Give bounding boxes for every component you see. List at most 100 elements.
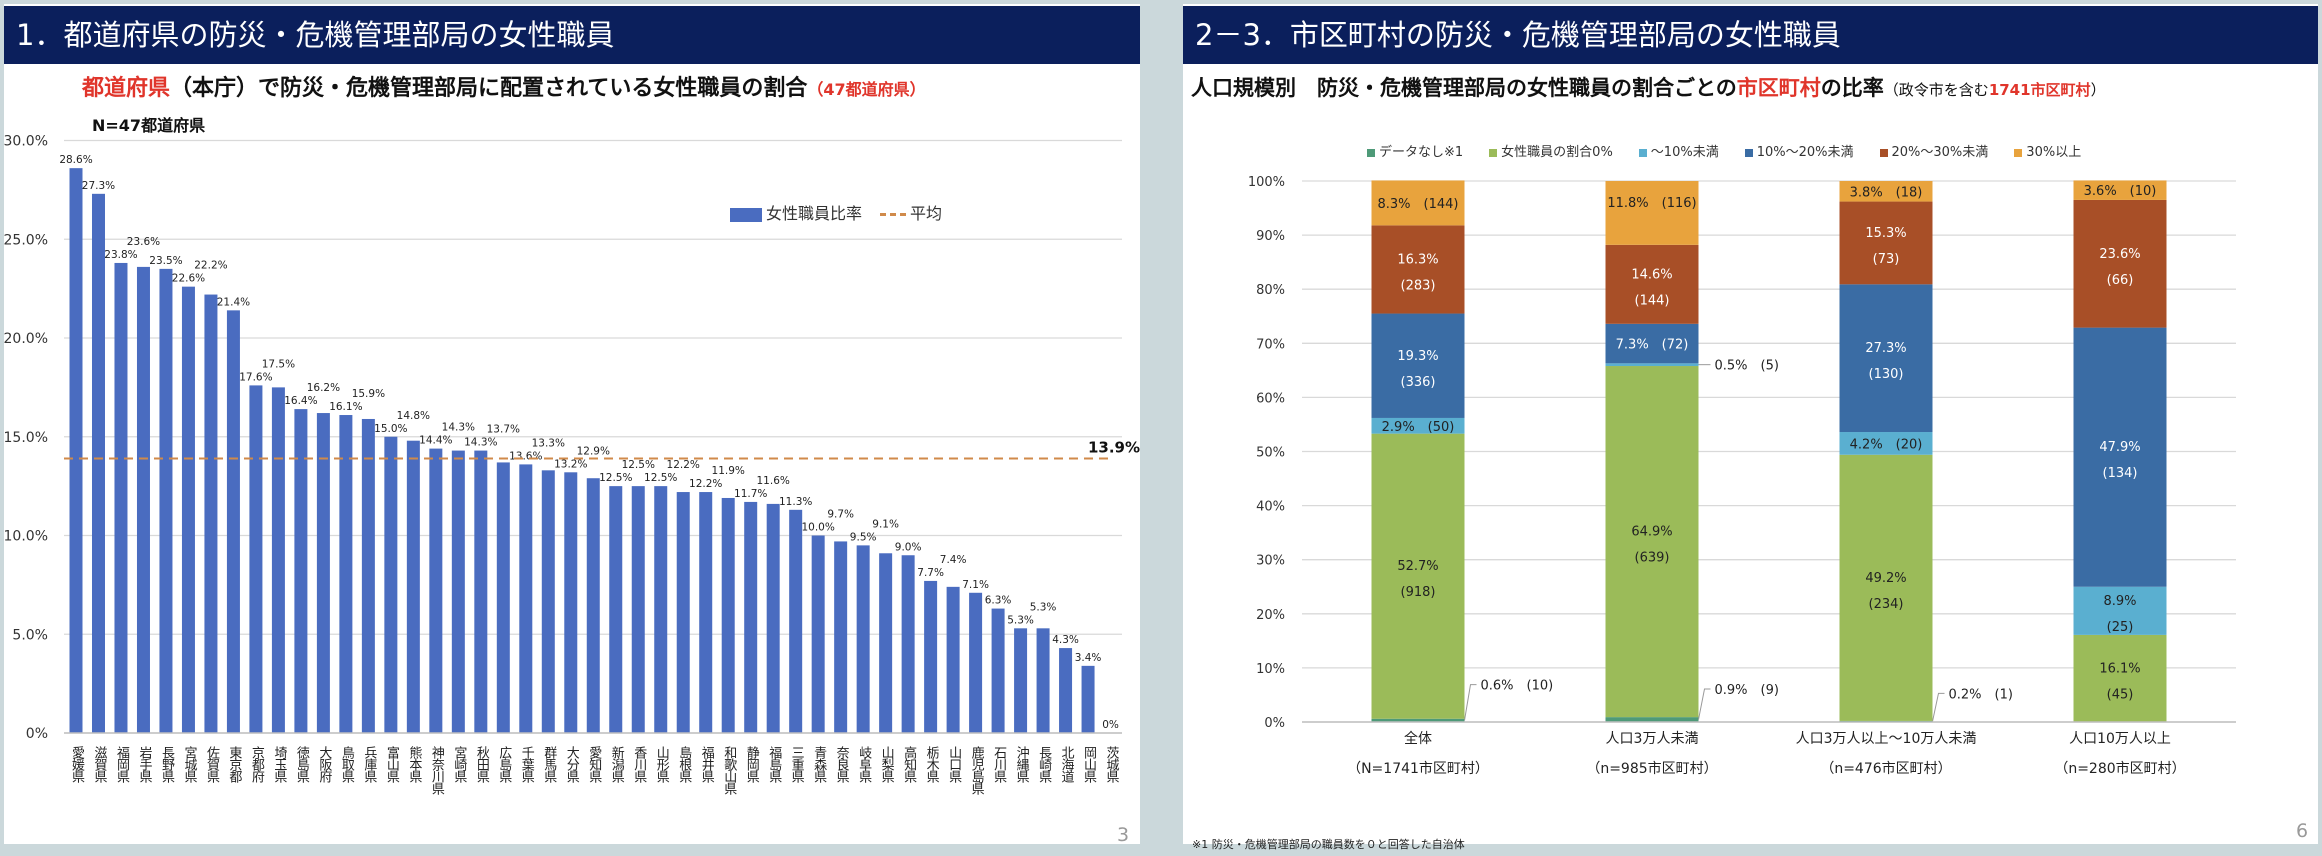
bar (1059, 648, 1073, 733)
x-tick-label: 鹿児島県 (968, 746, 984, 794)
segment-label: 11.8% (116) (1607, 196, 1696, 211)
x-tick-label: 広島県 (496, 746, 512, 782)
x-tick-label: 佐賀県 (203, 746, 219, 782)
bar (1081, 665, 1095, 733)
x-tick-label: 石川県 (991, 746, 1007, 782)
x-tick-label: 秋田県 (473, 746, 489, 782)
footnote: ※1 防災・危機管理部局の職員数を０と回答した自治体 (1192, 838, 1465, 851)
bar (136, 266, 150, 733)
x-tick-label: 熊本県 (406, 746, 422, 782)
x-tick-label: 徳島県 (293, 746, 309, 782)
x-tick-label: 岩手県 (136, 746, 152, 782)
category-sample-size: （n=476市区町村） (1820, 761, 1952, 777)
x-tick-label: 大阪府 (316, 746, 332, 782)
legend-item-bar: 女性職員比率 (730, 200, 862, 224)
bar (384, 436, 398, 733)
bar (451, 450, 465, 733)
category-label: 人口3万人以上～10万人未満 (1795, 731, 1977, 747)
legend-swatch (1879, 148, 1888, 157)
x-tick-label: 福井県 (698, 746, 714, 782)
bar (721, 497, 735, 733)
bar (519, 464, 533, 733)
y-tick-label: 10% (1256, 662, 1285, 677)
bar-value-label: 0% (1102, 719, 1119, 731)
segment-percent: 19.3% (1397, 349, 1438, 364)
bar-segment (1605, 181, 1699, 245)
segment-percent: 49.2% (1865, 571, 1906, 586)
segment-percent: 52.7% (1397, 559, 1438, 574)
bar-value-label: 21.4% (217, 296, 250, 308)
x-tick-label: 長崎県 (1036, 746, 1052, 782)
bar-segment (1371, 433, 1465, 719)
bar (249, 385, 263, 733)
bar-segment (1371, 180, 1465, 226)
bar-value-label: 7.7% (917, 567, 944, 579)
x-tick-label: 茨城県 (1103, 746, 1119, 782)
bar (811, 535, 825, 733)
bar (226, 310, 240, 733)
x-tick-label: 静岡県 (743, 746, 759, 782)
legend-swatch (1489, 148, 1498, 157)
segment-count: (336) (1401, 375, 1436, 390)
bar-value-label: 11.3% (779, 496, 812, 508)
x-tick-label: 宮崎県 (451, 746, 467, 782)
x-tick-label: 東京都 (226, 746, 242, 782)
note-text: （政令市を含む (1883, 81, 1989, 99)
left-slide: 1．都道府県の防災・危機管理部局の女性職員 都道府県（本庁）で防災・危機管理部局… (4, 4, 1140, 846)
bar (654, 486, 668, 733)
segment-count: (144) (1635, 293, 1670, 308)
segment-count: (639) (1635, 551, 1670, 566)
bar (856, 545, 870, 733)
bar (564, 472, 578, 733)
subtitle-note: （47都道府県） (807, 80, 926, 99)
callout-line (1464, 684, 1477, 721)
bar-value-label: 23.5% (149, 255, 182, 267)
bar-value-label: 11.6% (757, 475, 790, 487)
x-tick-label: 大分県 (563, 746, 579, 782)
bar-segment (1605, 363, 1699, 367)
bar-segment (1605, 717, 1699, 722)
segment-percent: 8.9% (2103, 594, 2136, 609)
bar (406, 440, 420, 733)
bar-value-label: 5.3% (1030, 601, 1057, 613)
bar-value-label: 11.7% (734, 488, 767, 500)
bar-value-label: 9.1% (872, 518, 899, 530)
bar (744, 501, 758, 733)
bar-value-label: 14.4% (419, 435, 452, 447)
legend-item: データなし※1 (1367, 141, 1463, 160)
segment-percent: 16.1% (2099, 661, 2140, 676)
category-sample-size: （n=280市区町村） (2054, 761, 2186, 777)
chart-subtitle: 人口規模別 防災・危機管理部局の女性職員の割合ごとの市区町村の比率（政令市を含む… (1191, 72, 2106, 102)
chart-subtitle: 都道府県（本庁）で防災・危機管理部局に配置されている女性職員の割合（47都道府県… (82, 70, 926, 102)
x-tick-label: 島根県 (676, 746, 692, 782)
bar-value-label: 14.3% (442, 422, 475, 434)
bar-value-label: 15.9% (352, 388, 385, 400)
note-highlight: 1741市区町村 (1988, 81, 2091, 99)
page-number: 6 (2296, 820, 2309, 842)
x-tick-label: 岡山県 (1081, 746, 1097, 782)
bar (69, 168, 83, 733)
bar-segment (1839, 284, 1933, 433)
bar (879, 553, 893, 733)
x-tick-label: 新潟県 (608, 746, 624, 782)
segment-percent: 14.6% (1631, 267, 1672, 282)
segment-percent: 64.9% (1631, 525, 1672, 540)
note-text-end: ） (2090, 81, 2106, 99)
bar (429, 448, 443, 733)
x-tick-label: 愛媛県 (69, 746, 84, 782)
bar-value-label: 23.8% (104, 249, 137, 261)
bar (834, 541, 848, 733)
bar-value-label: 4.3% (1052, 634, 1079, 646)
legend-label: 女性職員比率 (766, 204, 863, 223)
y-tick-label: 25.0% (4, 232, 48, 248)
bar-segment (1371, 313, 1465, 418)
x-tick-label: 栃木県 (923, 746, 939, 782)
bar-segment (2073, 634, 2167, 722)
subtitle-text: 人口規模別 防災・危機管理部局の女性職員の割合ごとの (1191, 76, 1737, 100)
subtitle-highlight: 市区町村 (1736, 76, 1821, 100)
legend-label: 30%以上 (2026, 145, 2082, 160)
legend-label: 10%～20%未満 (1756, 145, 1854, 160)
segment-count: (134) (2103, 466, 2138, 481)
bar-value-label: 12.5% (599, 472, 632, 484)
bar-value-label: 7.4% (940, 554, 967, 566)
